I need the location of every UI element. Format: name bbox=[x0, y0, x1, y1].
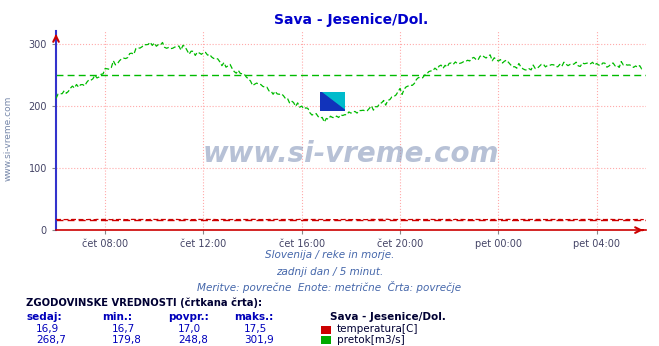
Text: min.:: min.: bbox=[102, 312, 132, 322]
Text: Sava - Jesenice/Dol.: Sava - Jesenice/Dol. bbox=[330, 312, 445, 322]
Text: www.si-vreme.com: www.si-vreme.com bbox=[203, 140, 499, 169]
Polygon shape bbox=[320, 92, 345, 111]
Text: Meritve: povrečne  Enote: metrične  Črta: povrečje: Meritve: povrečne Enote: metrične Črta: … bbox=[198, 281, 461, 293]
Text: povpr.:: povpr.: bbox=[168, 312, 209, 322]
Text: Slovenija / reke in morje.: Slovenija / reke in morje. bbox=[265, 250, 394, 260]
Text: 301,9: 301,9 bbox=[244, 335, 273, 345]
Text: 16,9: 16,9 bbox=[36, 324, 59, 334]
Text: 17,5: 17,5 bbox=[244, 324, 267, 334]
Text: 248,8: 248,8 bbox=[178, 335, 208, 345]
Text: sedaj:: sedaj: bbox=[26, 312, 62, 322]
Text: pretok[m3/s]: pretok[m3/s] bbox=[337, 335, 405, 345]
Text: ZGODOVINSKE VREDNOSTI (črtkana črta):: ZGODOVINSKE VREDNOSTI (črtkana črta): bbox=[26, 298, 262, 308]
Polygon shape bbox=[320, 92, 345, 111]
Title: Sava - Jesenice/Dol.: Sava - Jesenice/Dol. bbox=[273, 13, 428, 27]
Text: www.si-vreme.com: www.si-vreme.com bbox=[3, 96, 13, 181]
Text: 17,0: 17,0 bbox=[178, 324, 201, 334]
Text: 268,7: 268,7 bbox=[36, 335, 66, 345]
Text: temperatura[C]: temperatura[C] bbox=[337, 324, 418, 334]
Text: zadnji dan / 5 minut.: zadnji dan / 5 minut. bbox=[276, 267, 383, 277]
Text: maks.:: maks.: bbox=[234, 312, 273, 322]
Text: 16,7: 16,7 bbox=[112, 324, 135, 334]
Text: 179,8: 179,8 bbox=[112, 335, 142, 345]
Polygon shape bbox=[320, 92, 345, 111]
